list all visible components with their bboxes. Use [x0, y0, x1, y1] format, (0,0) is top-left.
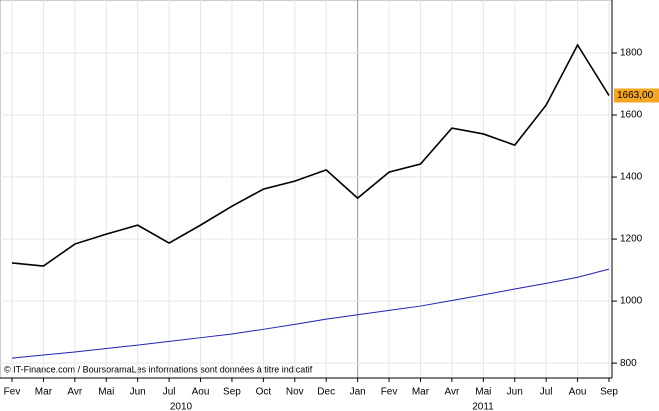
y-tick-label: 1800 [620, 48, 643, 59]
x-tick-label: Mai [98, 387, 114, 398]
x-tick-label: Oct [256, 387, 272, 398]
series-line [11, 43, 610, 267]
x-tick-label: Aou [569, 387, 587, 398]
x-tick-label: Fev [381, 387, 398, 398]
x-tick-label: Sep [223, 387, 241, 398]
y-tick-label: 1600 [620, 110, 643, 121]
x-tick-label: Aou [192, 387, 210, 398]
y-tick-label: 1200 [620, 234, 643, 245]
y-tick-label: 800 [620, 358, 637, 369]
x-tick-label: Jul [540, 387, 553, 398]
y-tick-label: 1000 [620, 296, 643, 307]
series-line [11, 268, 610, 359]
x-tick-label: Mar [412, 387, 430, 398]
x-tick-label: Jan [350, 387, 366, 398]
year-label: 2011 [472, 402, 494, 411]
x-tick-label: Avr [67, 387, 82, 398]
x-tick-label: Sep [600, 387, 618, 398]
last-value-label: 1663,00 [617, 90, 654, 101]
last-value-box [614, 88, 659, 103]
x-tick-label: Jun [507, 387, 523, 398]
source-note: © IT-Finance.com / BoursoramaLes informa… [4, 364, 313, 374]
x-tick-label: Dec [317, 387, 335, 398]
x-tick-label: Fev [4, 387, 21, 398]
x-tick-label: Jul [163, 387, 176, 398]
x-tick-label: Jun [130, 387, 146, 398]
x-tick-label: Mar [35, 387, 53, 398]
y-tick-label: 1400 [620, 172, 643, 183]
plot-area [0, 0, 613, 379]
year-label: 2010 [170, 402, 193, 411]
x-tick-label: Mai [475, 387, 491, 398]
x-tick-label: Nov [286, 387, 304, 398]
x-tick-label: Avr [444, 387, 459, 398]
